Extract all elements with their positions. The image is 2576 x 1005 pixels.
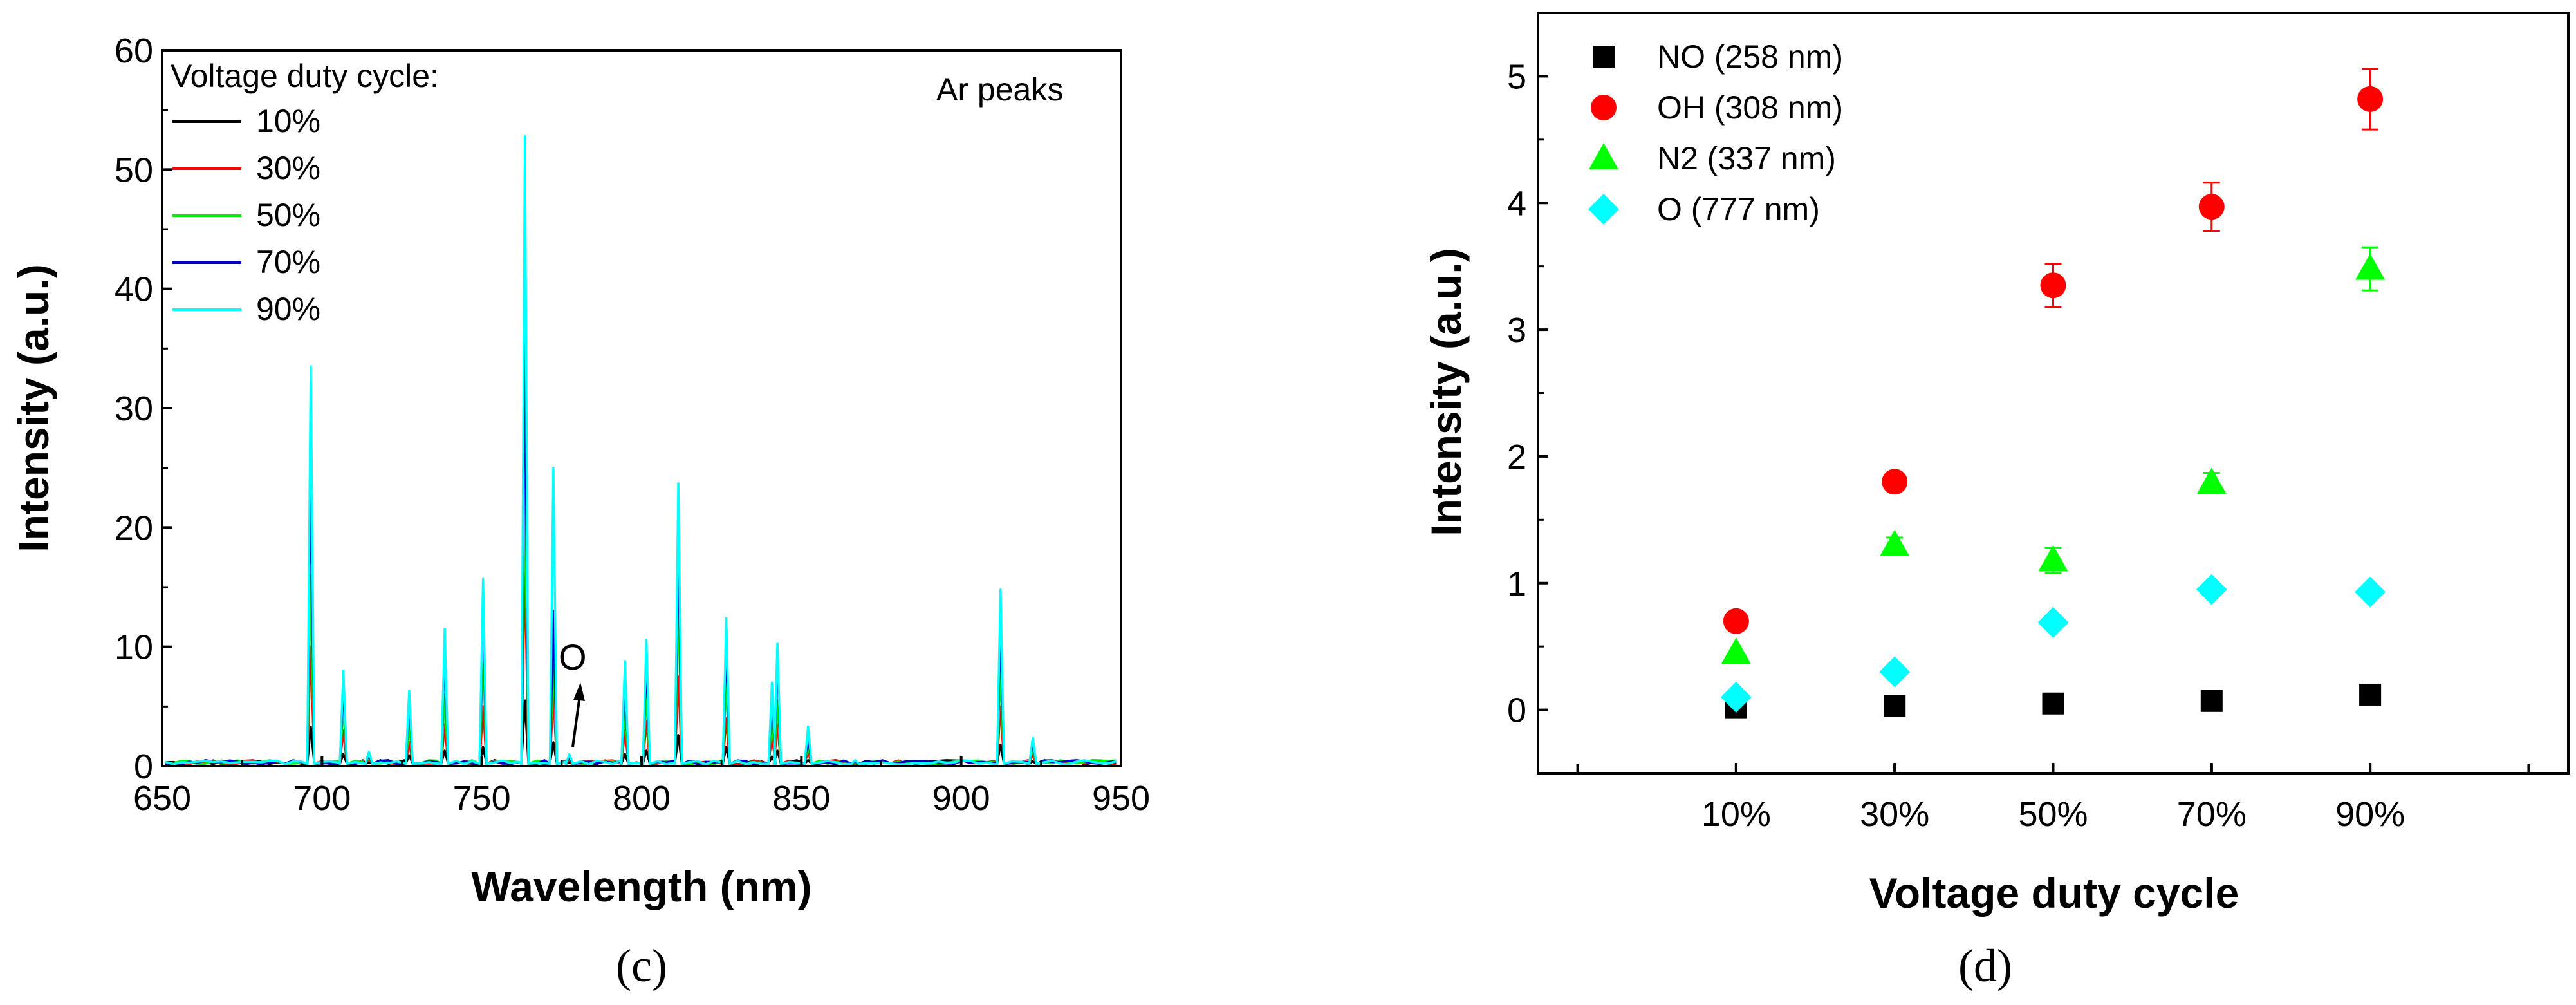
spectrum-x-tick-label: 800: [613, 779, 671, 818]
spectrum-legend-label: 90%: [256, 291, 320, 327]
spectrum-y-tick-label: 60: [115, 32, 153, 70]
point-o: [2196, 574, 2227, 605]
ar-peaks-annotation: Ar peaks: [936, 71, 1063, 108]
point-no: [2359, 683, 2382, 706]
spectrum-x-ticks: 650 700 750 800 850 900 950: [133, 756, 1150, 818]
species-legend-label: N2 (337 nm): [1657, 140, 1836, 176]
spectrum-legend: 10% 30% 50% 70% 90%: [172, 103, 320, 327]
species-legend-marker: [1591, 95, 1617, 120]
species-x-ticks: 10% 30% 50% 70% 90%: [1576, 763, 2530, 834]
point-no: [2200, 690, 2223, 712]
species-legend-marker: [1589, 143, 1618, 169]
spectrum-y-ticks: 0 10 20 30 40 50 60: [115, 32, 172, 786]
point-oh: [1723, 608, 1749, 634]
spectrum-legend-label: 70%: [256, 244, 320, 280]
species-plot-frame: [1537, 12, 2570, 775]
point-oh: [2357, 86, 2384, 112]
spectrum-x-tick-label: 950: [1092, 779, 1150, 818]
spectrum-x-tick-label: 900: [932, 779, 990, 818]
species-legend-marker: [1593, 46, 1615, 68]
point-oh: [2040, 272, 2066, 299]
species-legend-marker: [1588, 194, 1619, 225]
point-n2: [1880, 529, 1910, 556]
point-o: [2037, 606, 2069, 638]
panel-label-c: (c): [616, 940, 667, 991]
species-y-tick-label: 3: [1507, 311, 1526, 350]
species-legend-label: O (777 nm): [1657, 191, 1820, 227]
species-x-tick-label: 10%: [1701, 795, 1771, 834]
spectrum-x-tick-label: 850: [772, 779, 830, 818]
spectrum-x-tick-label: 700: [293, 779, 351, 818]
species-legend-label: NO (258 nm): [1657, 39, 1843, 75]
species-x-tick-label: 30%: [1860, 795, 1929, 834]
spectrum-y-tick-label: 50: [115, 151, 153, 189]
spectrum-y-axis-title: Intensity (a.u.): [10, 264, 57, 552]
point-oh: [1882, 469, 1908, 495]
spectrum-y-tick-label: 10: [115, 628, 153, 667]
species-legend: NO (258 nm) OH (308 nm) N2 (337 nm) O (777 …: [1588, 39, 1843, 227]
spectrum-legend-label: 30%: [256, 150, 320, 186]
species-y-tick-label: 5: [1507, 57, 1526, 96]
oxygen-arrow-head: [573, 682, 585, 701]
species-y-tick-label: 2: [1507, 438, 1526, 476]
spectrum-y-tick-label: 40: [115, 270, 153, 309]
point-no: [1884, 695, 1906, 717]
point-o: [2355, 576, 2386, 608]
species-legend-label: OH (308 nm): [1657, 89, 1843, 126]
species-x-tick-label: 70%: [2177, 795, 2247, 834]
point-o: [1720, 681, 1752, 713]
species-y-tick-label: 0: [1507, 691, 1526, 730]
point-n2: [2196, 467, 2227, 494]
species-intensity-chart: 10% 30% 50% 70% 90% 0 1 2 3 4 5 NO (258 nm) OH (30…: [1422, 12, 2570, 991]
spectrum-series-90pct: [165, 135, 1117, 765]
point-no: [2042, 692, 2064, 715]
point-n2: [2038, 545, 2068, 572]
spectrum-chart: 650 700 750 800 850 900 950 0 10 20 30 40 50 60 Volt…: [10, 32, 1150, 991]
species-x-axis-title: Voltage duty cycle: [1869, 869, 2239, 917]
species-points-group: [1720, 68, 2386, 719]
species-y-ticks: 0 1 2 3 4 5: [1507, 12, 1548, 775]
species-x-tick-label: 50%: [2018, 795, 2088, 834]
point-oh: [2198, 194, 2225, 220]
species-y-tick-label: 4: [1507, 184, 1526, 223]
oxygen-peak-label: O: [559, 637, 587, 677]
spectrum-y-tick-label: 20: [115, 509, 153, 547]
spectrum-x-axis-title: Wavelength (nm): [471, 863, 811, 910]
spectrum-legend-label: 50%: [256, 197, 320, 233]
panel-label-d: (d): [1958, 940, 2012, 991]
spectrum-series-group: [165, 135, 1117, 766]
point-n2: [1721, 637, 1751, 664]
species-x-tick-label: 90%: [2335, 795, 2405, 834]
spectrum-y-tick-label: 0: [134, 747, 153, 786]
species-y-axis-title: Intensity (a.u.): [1422, 248, 1470, 536]
spectrum-x-tick-label: 750: [453, 779, 511, 818]
spectrum-x-tick-label: 650: [133, 779, 191, 818]
spectrum-legend-title: Voltage duty cycle:: [171, 58, 439, 94]
species-y-tick-label: 1: [1507, 565, 1526, 603]
spectrum-y-tick-label: 30: [115, 390, 153, 428]
spectrum-legend-label: 10%: [256, 103, 320, 139]
point-o: [1879, 656, 1911, 688]
point-n2: [2355, 253, 2386, 280]
